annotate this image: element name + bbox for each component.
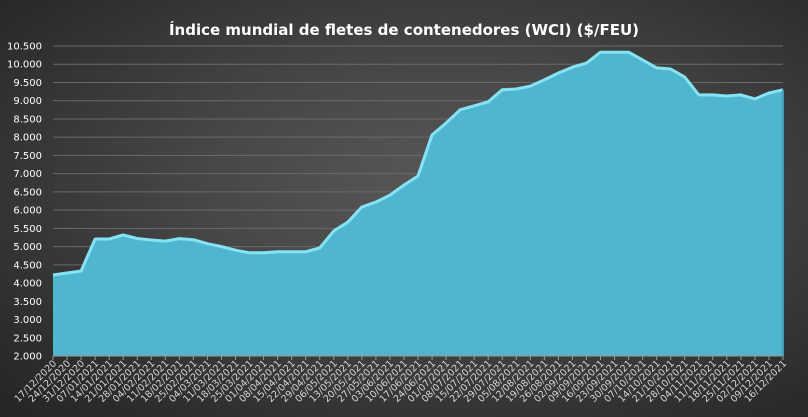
y-tick-label: 3.500	[13, 297, 42, 308]
y-tick-label: 2.500	[13, 333, 42, 344]
y-tick-label: 7.000	[13, 169, 42, 180]
y-tick-label: 8.000	[13, 133, 42, 144]
y-tick-label: 6.000	[13, 206, 42, 217]
x-axis: 17/12/202024/12/202031/12/202007/01/2021…	[13, 355, 789, 405]
chart-title: Índice mundial de fletes de contenedores…	[169, 20, 639, 39]
area-fill	[53, 52, 783, 356]
y-tick-label: 10.000	[7, 60, 42, 71]
y-tick-label: 6.500	[13, 187, 42, 198]
y-tick-label: 5.500	[13, 224, 42, 235]
y-tick-label: 9.000	[13, 96, 42, 107]
area-series	[52, 50, 784, 356]
y-axis: 2.000 2.500 3.000 3.500 4.000 4.500 5.000 5.500…	[7, 42, 42, 363]
y-tick-label: 3.000	[13, 315, 42, 326]
y-tick-label: 2.000	[13, 352, 42, 363]
y-tick-label: 4.500	[13, 260, 42, 271]
y-tick-label: 9.500	[13, 78, 42, 89]
y-tick-label: 4.000	[13, 279, 42, 290]
y-tick-label: 8.500	[13, 114, 42, 125]
y-tick-label: 10.500	[7, 42, 42, 53]
y-tick-label: 7.500	[13, 151, 42, 162]
y-tick-label: 5.000	[13, 242, 42, 253]
